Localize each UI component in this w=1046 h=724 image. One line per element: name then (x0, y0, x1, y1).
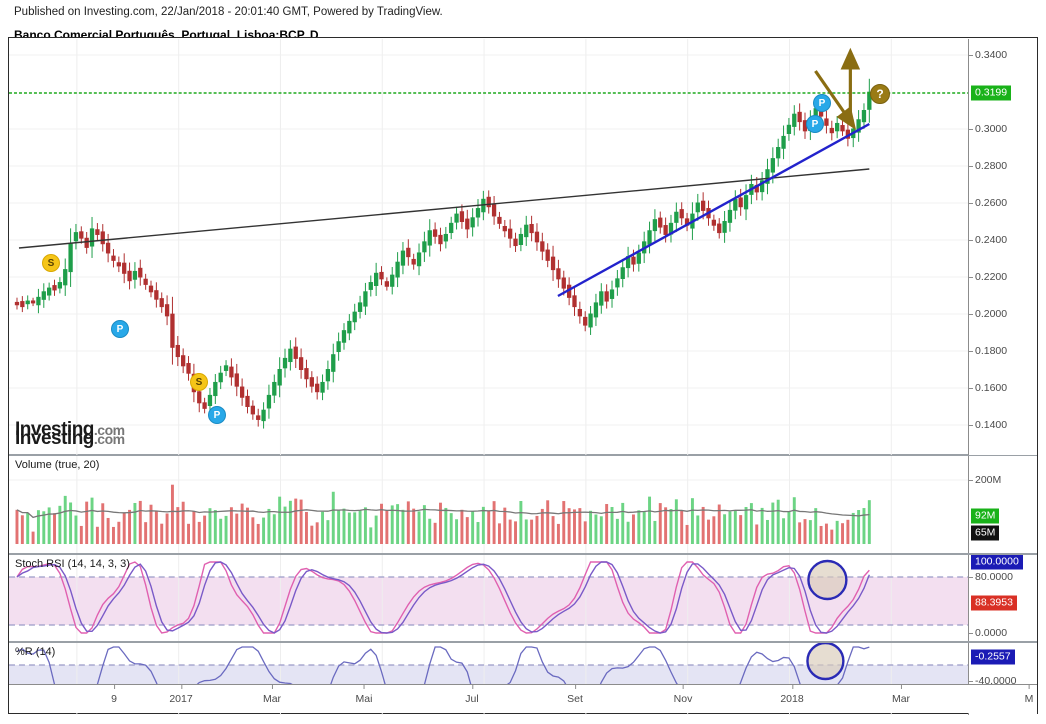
x-tick-2: Mar (262, 685, 282, 705)
stoch-scale[interactable]: 100.0000 80.0000 88.3953 0.0000 (968, 555, 1037, 641)
long-term-trendline (18, 168, 870, 249)
price-tick-3: 0.2600 (968, 197, 1008, 209)
price-tick-1: 0.3000 (968, 123, 1008, 135)
x-tick-8: Mar (891, 685, 911, 705)
stoch-rsi-pane-title: Stoch RSI (14, 14, 3, 3) (15, 558, 130, 570)
x-tick-7: 2018 (780, 685, 804, 705)
question-marker[interactable]: ? (870, 84, 890, 104)
volume-last-badge: 65M (971, 525, 1000, 541)
volume-series (15, 484, 871, 544)
chart-plot-area[interactable]: S S P P P P ? Investing.com Investing.co… (9, 38, 1037, 715)
stoch-rsi-pane[interactable]: Stoch RSI (14, 14, 3, 3) (9, 555, 1037, 641)
pane-separator-1 (9, 454, 1037, 456)
uptrend-line (557, 122, 870, 298)
price-tick-5: 0.2200 (968, 271, 1008, 283)
williams-r-pane-title: %R (14) (15, 646, 56, 658)
pivot-marker-2[interactable]: P (208, 406, 226, 424)
volume-grid (9, 456, 970, 553)
sell-marker-2[interactable]: S (190, 373, 208, 391)
x-tick-0: 9 (111, 685, 117, 705)
price-tick-2: 0.2800 (968, 160, 1008, 172)
price-tick-4: 0.2400 (968, 234, 1008, 246)
sell-marker-1[interactable]: S (42, 254, 60, 272)
volume-pane-title: Volume (true, 20) (15, 459, 100, 471)
pivot-marker-1[interactable]: P (111, 320, 129, 338)
published-line: Published on Investing.com, 22/Jan/2018 … (14, 6, 443, 18)
pane-separator-2 (9, 553, 1037, 555)
pctr-value-badge: -0.2557 (971, 649, 1015, 665)
volume-ma-badge: 92M (971, 508, 1000, 524)
price-tick-6: 0.2000 (968, 308, 1008, 320)
breakout-arrow-up (840, 47, 861, 123)
x-tick-3: Mai (355, 685, 373, 705)
price-tick-7: 0.1800 (968, 345, 1008, 357)
price-pane[interactable]: S S P P P P ? Investing.com Investing.co… (9, 39, 1037, 455)
x-tick-9: M (1024, 685, 1034, 705)
watermark-investing-com-back: Investing.com (15, 419, 125, 440)
stoch-highlight-circle (807, 559, 848, 601)
price-tick-8: 0.1600 (968, 382, 1008, 394)
x-tick-6: Nov (673, 685, 693, 705)
x-axis[interactable]: 9 2017 Mar Mai Jul Set Nov 2018 Mar M (9, 684, 1037, 713)
stoch-grid (9, 555, 970, 641)
chart-frame: S S P P P P ? Investing.com Investing.co… (8, 37, 1038, 715)
x-tick-1: 2017 (169, 685, 193, 705)
watermark-investing-com-front: Investing.com (15, 428, 125, 449)
volume-scale[interactable]: 200M 92M 65M (968, 456, 1037, 553)
x-tick-5: Set (567, 685, 583, 705)
price-tick-9: 0.1400 (968, 419, 1008, 431)
volume-pane[interactable]: Volume (true, 20) (9, 456, 1037, 553)
pane-separator-3 (9, 641, 1037, 643)
pivot-marker-4[interactable]: P (806, 115, 824, 133)
pctr-highlight-circle (806, 643, 845, 681)
stoch-value-badge: 88.3953 (971, 595, 1017, 611)
stoch-tick-1: 0.0000 (968, 627, 1008, 639)
stoch-top-badge: 100.0000 (971, 555, 1023, 570)
volume-tick-0: 200M (968, 474, 1002, 486)
stoch-series (16, 559, 870, 634)
x-tick-4: Jul (465, 685, 479, 705)
stoch-tick-0: 80.0000 (969, 571, 1013, 583)
price-tick-0: 0.3400 (968, 49, 1008, 61)
price-scale[interactable]: 0.3400 0.3199 0.3000 0.2800 0.2600 0.240… (968, 39, 1037, 455)
pivot-marker-3[interactable]: P (813, 94, 831, 112)
price-last-badge: 0.3199 (971, 85, 1012, 101)
